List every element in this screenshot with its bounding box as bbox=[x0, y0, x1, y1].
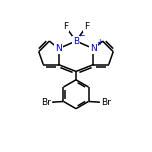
Text: F: F bbox=[63, 22, 68, 31]
Text: N: N bbox=[55, 44, 62, 53]
Text: Br: Br bbox=[41, 98, 51, 107]
Text: B: B bbox=[73, 36, 79, 46]
Text: F: F bbox=[84, 22, 89, 31]
Text: +: + bbox=[97, 38, 103, 47]
Text: N: N bbox=[90, 44, 97, 53]
Text: Br: Br bbox=[101, 98, 111, 107]
Text: −: − bbox=[79, 31, 85, 40]
